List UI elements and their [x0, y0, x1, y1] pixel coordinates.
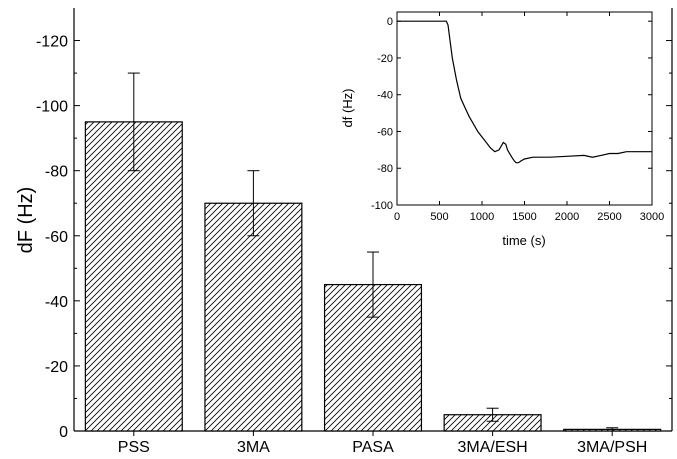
main-plot: 0 -20 -40 -60 -80 -100 -120 PSS 3MA PASA 3MA/ESH 3… — [15, 8, 673, 456]
bar-pss — [84, 121, 183, 432]
inset-x-tick-label: 0 — [394, 211, 400, 223]
inset-plot: 0 500 1000 1500 2000 2500 3000 0 -20 -40 -60 -80 -10… — [340, 11, 664, 248]
main-x-tick-label: PASA — [352, 439, 394, 456]
main-x-tick-label: 3MA — [237, 439, 270, 456]
error-bar — [486, 407, 499, 422]
main-y-tick-label: -80 — [45, 164, 68, 181]
inset-frame — [396, 11, 653, 206]
main-y-tick-label: 0 — [59, 424, 68, 441]
inset-x-tick-label: 3000 — [640, 211, 664, 223]
inset-y-tick-label: -60 — [377, 126, 393, 138]
main-x-tick-labels: PSS 3MA PASA 3MA/ESH 3MA/PSH — [118, 431, 647, 456]
main-y-tick-label: -100 — [36, 99, 68, 116]
inset-x-tick-label: 2500 — [597, 211, 621, 223]
main-y-tick-label: -120 — [36, 34, 68, 51]
inset-curve — [397, 20, 652, 164]
inset-x-tick-label: 500 — [430, 211, 448, 223]
inset-y-tick-label: -40 — [377, 90, 393, 102]
inset-x-tick-label: 1000 — [470, 211, 494, 223]
main-y-axis-title: dF (Hz) — [15, 187, 37, 254]
main-y-ticks: 0 -20 -40 -60 -80 -100 -120 — [36, 34, 672, 441]
main-y-tick-label: -40 — [45, 294, 68, 311]
inset-x-tick-label: 1500 — [512, 211, 536, 223]
main-y-tick-label: -20 — [45, 359, 68, 376]
error-bar — [247, 170, 260, 237]
inset-y-tick-label: -80 — [377, 163, 393, 175]
inset-x-axis-title: time (s) — [502, 233, 545, 248]
error-bar — [367, 251, 379, 318]
inset-ticks: 0 500 1000 1500 2000 2500 3000 0 -20 -40 -60 -80 -10… — [371, 12, 664, 223]
inset-y-tick-label: -100 — [371, 200, 393, 212]
inset-x-tick-label: 2000 — [555, 211, 579, 223]
main-y-tick-label: -60 — [45, 229, 68, 246]
error-bar — [127, 72, 140, 172]
main-x-tick-label: PSS — [118, 439, 150, 456]
inset-y-tick-label: -20 — [377, 53, 393, 65]
inset-y-tick-label: 0 — [387, 16, 393, 28]
inset-y-axis-title: df (Hz) — [340, 89, 355, 128]
main-x-tick-label: 3MA/ESH — [457, 439, 527, 456]
bar-3ma — [204, 202, 303, 432]
main-bars — [84, 72, 662, 432]
main-x-tick-label: 3MA/PSH — [577, 439, 647, 456]
